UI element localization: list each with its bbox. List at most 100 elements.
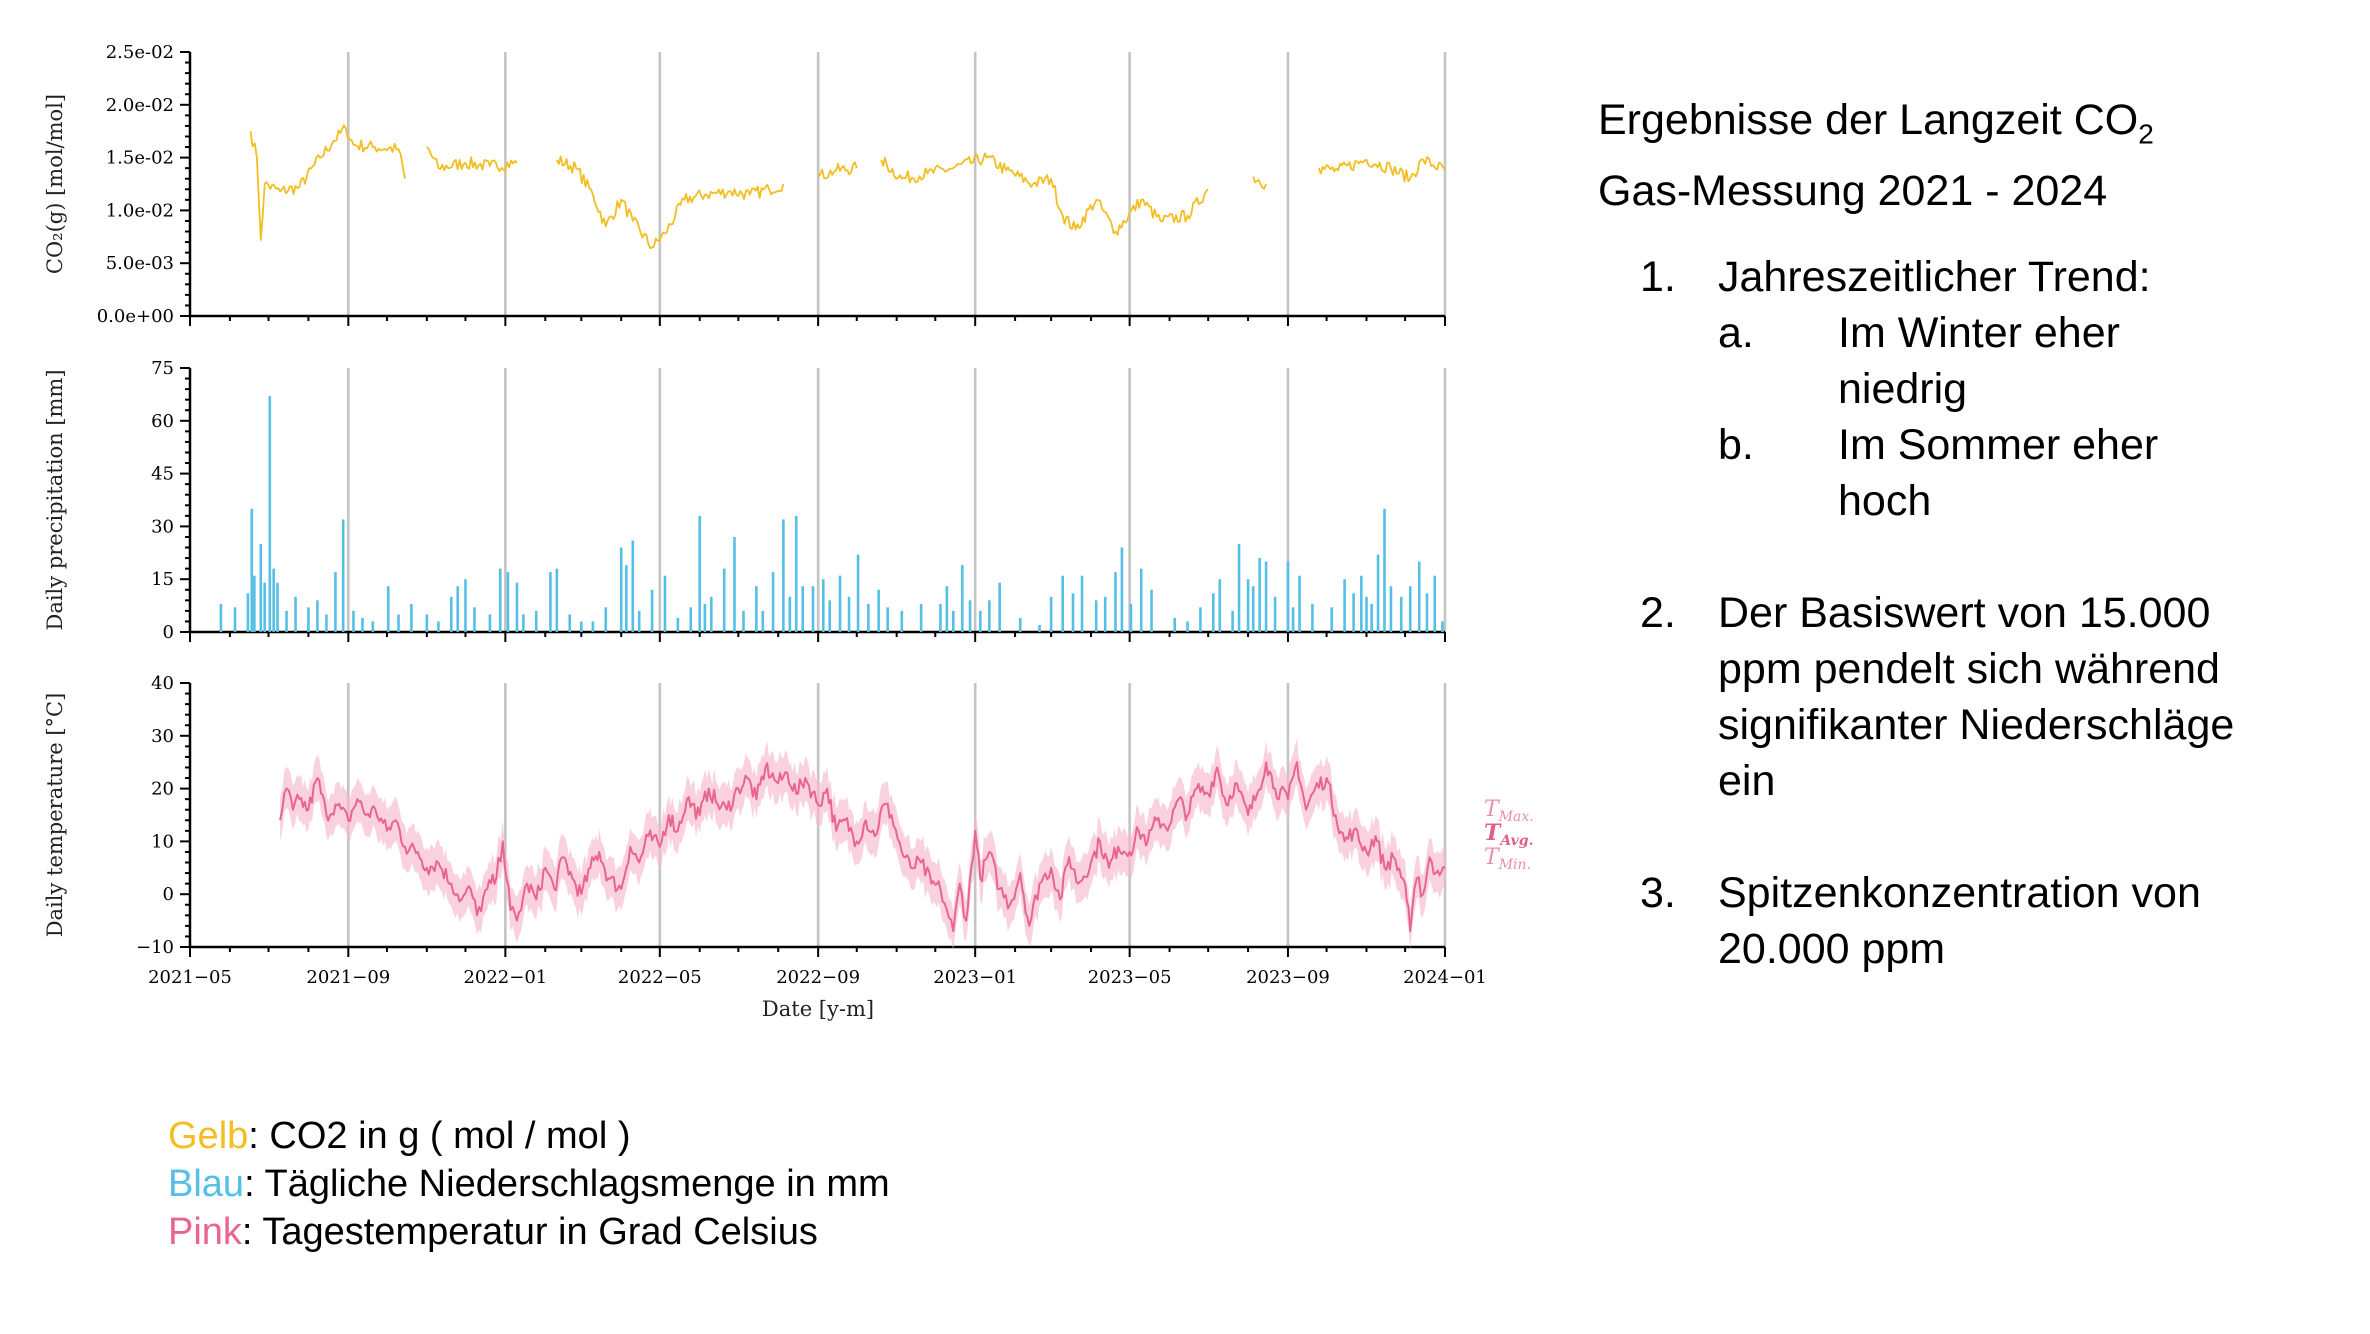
precip-bar-46 xyxy=(663,575,667,632)
precip-bar-39 xyxy=(591,621,595,632)
precip-bar-44 xyxy=(637,610,641,632)
y-tick-label-2-2: 20 xyxy=(151,779,174,800)
legend-row-pink: Pink: Tagestemperatur in Grad Celsius xyxy=(168,1208,890,1256)
precip-bar-124 xyxy=(1441,621,1444,632)
precip-bar-51 xyxy=(710,596,713,632)
y-tick-label-2-0: 40 xyxy=(151,673,174,694)
precip-bar-90 xyxy=(1120,547,1124,632)
chart-figure: 0.0e+00 5.0e-03 1.0e-02 1.5e-02 2.0e-02 2.5e-… xyxy=(43,42,1534,1021)
legend-pink-word: Pink xyxy=(168,1211,242,1253)
precip-bar-123 xyxy=(1433,575,1437,632)
precip-bar-50 xyxy=(703,603,707,632)
precip-bar-88 xyxy=(1103,596,1107,632)
precip-bar-34 xyxy=(534,610,538,632)
y-tick-label-1-3: 45 xyxy=(151,464,174,485)
x-tick-label-5: 2023−01 xyxy=(933,967,1017,988)
legend-yellow-desc: : CO2 in g ( mol / mol ) xyxy=(248,1115,631,1157)
precip-bar-79 xyxy=(988,600,991,632)
precip-bar-3 xyxy=(250,508,254,632)
precip-bar-82 xyxy=(1038,624,1041,632)
precip-bar-102 xyxy=(1251,586,1255,632)
results-panel: Ergebnisse der Langzeit CO2 Gas-Messung 2… xyxy=(1598,92,2318,1033)
x-tick-label-6: 2023−05 xyxy=(1088,967,1172,988)
y-tick-label-2-1: 30 xyxy=(151,726,174,747)
precip-bar-99 xyxy=(1231,610,1234,632)
precip-bar-106 xyxy=(1286,561,1290,632)
precip-bar-47 xyxy=(676,617,680,632)
precip-bar-107 xyxy=(1291,607,1295,632)
precip-bar-109 xyxy=(1311,603,1314,632)
legend-tavg-subscript: Avg. xyxy=(1498,833,1533,849)
x-tick-label-7: 2023−09 xyxy=(1246,967,1330,988)
precip-bar-27 xyxy=(464,579,467,632)
precip-bar-68 xyxy=(867,603,870,632)
precip-bar-75 xyxy=(951,610,955,632)
precip-bar-15 xyxy=(334,572,337,632)
precip-bar-60 xyxy=(794,515,798,632)
precip-bar-118 xyxy=(1389,586,1393,632)
finding-1-text: Jahreszeitlicher Trend: xyxy=(1718,252,2151,301)
precip-bar-66 xyxy=(847,596,851,632)
finding-3: 3. Spitzenkonzentration von 20.000 ppm xyxy=(1598,865,2318,977)
precip-bar-35 xyxy=(549,572,552,632)
y-tick-label-0-0: 0.0e+00 xyxy=(97,306,174,327)
finding-1a-text: Im Winter eher niedrig xyxy=(1838,308,2120,413)
precip-bar-56 xyxy=(761,610,765,632)
precip-bar-113 xyxy=(1360,575,1363,632)
precip-bar-114 xyxy=(1365,596,1368,632)
precip-bar-105 xyxy=(1273,596,1277,632)
precip-bar-104 xyxy=(1264,561,1268,632)
legend-blue-desc: : Tägliche Niederschlagsmenge in mm xyxy=(244,1163,890,1205)
precip-bar-120 xyxy=(1408,586,1412,632)
precip-bar-29 xyxy=(488,614,492,632)
precip-bar-97 xyxy=(1212,593,1215,632)
precip-bar-117 xyxy=(1383,508,1386,632)
x-tick-label-2: 2022−01 xyxy=(463,967,547,988)
precip-bar-92 xyxy=(1139,568,1143,632)
precip-bar-59 xyxy=(788,596,792,632)
precip-bar-83 xyxy=(1049,596,1053,632)
precip-bar-115 xyxy=(1370,603,1373,632)
precip-bar-121 xyxy=(1417,561,1421,632)
precip-bar-2 xyxy=(246,593,250,632)
precip-bar-30 xyxy=(498,568,502,632)
precip-bar-61 xyxy=(801,586,804,632)
finding-3-text: Spitzenkonzentration von 20.000 ppm xyxy=(1718,868,2201,973)
co2-series-3 xyxy=(817,161,858,180)
precip-bar-45 xyxy=(650,589,654,632)
precip-bar-62 xyxy=(811,586,815,632)
precip-bar-37 xyxy=(568,614,572,632)
temperature-panel: 40 30 20 10 0 −10 Daily temperature [°C] xyxy=(43,673,1447,958)
precip-bar-25 xyxy=(449,596,453,632)
results-title-line2: Gas-Messung 2021 - 2024 xyxy=(1598,166,2108,215)
precip-bar-81 xyxy=(1018,617,1022,632)
precip-bar-7 xyxy=(268,396,272,632)
y-tick-label-2-5: −10 xyxy=(136,937,174,958)
co2-series-6 xyxy=(1318,156,1446,183)
co2-series-1 xyxy=(426,146,518,172)
precip-bar-12 xyxy=(307,607,310,632)
y-tick-label-0-4: 2.0e-02 xyxy=(106,95,174,116)
precip-bar-54 xyxy=(742,610,745,632)
precip-bar-41 xyxy=(619,547,623,632)
finding-1-number: 1. xyxy=(1640,252,1676,301)
legend-pink-desc: : Tagestemperatur in Grad Celsius xyxy=(241,1211,818,1253)
co2-series-4 xyxy=(880,152,1209,236)
precip-bar-72 xyxy=(919,603,923,632)
precip-bar-31 xyxy=(506,572,510,632)
finding-3-number: 3. xyxy=(1640,868,1676,917)
precip-bar-86 xyxy=(1080,575,1084,632)
precip-bar-89 xyxy=(1114,572,1117,632)
precip-bar-42 xyxy=(625,565,628,632)
precip-bar-16 xyxy=(341,519,345,632)
precip-bar-116 xyxy=(1376,554,1380,632)
precip-bar-24 xyxy=(437,621,440,632)
precip-bar-103 xyxy=(1258,558,1261,632)
precip-bar-18 xyxy=(361,617,364,632)
precip-bar-69 xyxy=(877,589,880,632)
finding-1: 1. Jahreszeitlicher Trend: a. Im Winter … xyxy=(1598,249,2318,529)
precip-bar-112 xyxy=(1352,593,1355,632)
legend-row-yellow: Gelb: CO2 in g ( mol / mol ) xyxy=(168,1112,890,1160)
precip-bar-52 xyxy=(722,568,726,632)
precip-bar-36 xyxy=(555,568,559,632)
